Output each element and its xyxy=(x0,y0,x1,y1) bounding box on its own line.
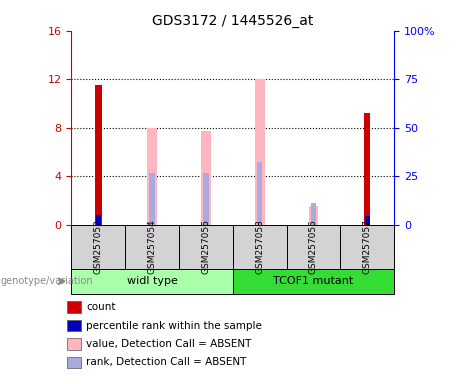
Text: genotype/variation: genotype/variation xyxy=(1,276,94,286)
Bar xyxy=(309,207,318,225)
Bar xyxy=(257,162,262,225)
Title: GDS3172 / 1445526_at: GDS3172 / 1445526_at xyxy=(152,14,313,28)
Text: GSM257055: GSM257055 xyxy=(309,219,318,274)
Bar xyxy=(365,216,370,225)
Text: TCOF1 mutant: TCOF1 mutant xyxy=(273,276,354,286)
Text: value, Detection Call = ABSENT: value, Detection Call = ABSENT xyxy=(86,339,252,349)
Text: rank, Detection Call = ABSENT: rank, Detection Call = ABSENT xyxy=(86,358,247,367)
Bar xyxy=(201,131,211,225)
Bar xyxy=(149,172,155,225)
Text: widl type: widl type xyxy=(127,276,177,286)
Text: count: count xyxy=(86,302,116,312)
Text: GSM257054: GSM257054 xyxy=(148,219,157,274)
Bar xyxy=(148,128,157,225)
Text: percentile rank within the sample: percentile rank within the sample xyxy=(86,321,262,331)
Bar xyxy=(203,172,208,225)
Text: GSM257057: GSM257057 xyxy=(363,219,372,274)
Bar xyxy=(255,79,265,225)
Text: GSM257053: GSM257053 xyxy=(255,219,264,274)
Bar xyxy=(96,215,101,225)
Bar xyxy=(95,85,101,225)
Text: GSM257056: GSM257056 xyxy=(201,219,210,274)
Bar xyxy=(364,113,371,225)
Bar xyxy=(311,203,316,225)
Text: GSM257052: GSM257052 xyxy=(94,219,103,274)
